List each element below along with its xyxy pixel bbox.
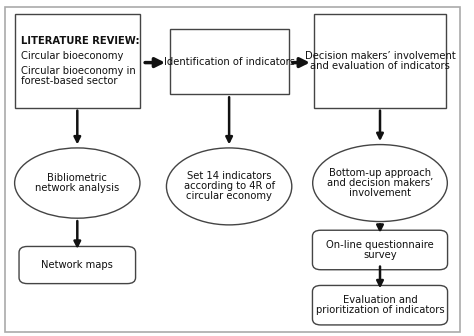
Text: Decision makers’ involvement: Decision makers’ involvement (305, 51, 456, 61)
Text: Circular bioeconomy: Circular bioeconomy (21, 51, 123, 61)
Text: circular economy: circular economy (186, 192, 272, 202)
Text: Bottom-up approach: Bottom-up approach (329, 168, 431, 178)
Text: and decision makers’: and decision makers’ (327, 178, 433, 188)
FancyBboxPatch shape (15, 14, 140, 108)
FancyBboxPatch shape (312, 230, 447, 270)
Text: Identification of indicators: Identification of indicators (164, 57, 295, 67)
Text: Bibliometric: Bibliometric (47, 173, 107, 183)
FancyBboxPatch shape (314, 14, 447, 108)
Text: involvement: involvement (349, 188, 411, 198)
Ellipse shape (15, 148, 140, 218)
Text: forest-based sector: forest-based sector (21, 76, 117, 86)
Ellipse shape (166, 148, 292, 225)
Text: network analysis: network analysis (35, 183, 119, 193)
Text: survey: survey (363, 250, 397, 260)
FancyBboxPatch shape (312, 286, 447, 325)
Text: and evaluation of indicators: and evaluation of indicators (310, 61, 450, 71)
Text: LITERATURE REVIEW:: LITERATURE REVIEW: (21, 36, 139, 46)
FancyBboxPatch shape (170, 29, 289, 94)
Ellipse shape (313, 144, 447, 221)
Text: Evaluation and: Evaluation and (343, 295, 418, 305)
FancyBboxPatch shape (19, 247, 136, 284)
Text: Set 14 indicators: Set 14 indicators (187, 171, 272, 181)
Text: according to 4R of: according to 4R of (183, 181, 274, 192)
Text: prioritization of indicators: prioritization of indicators (316, 305, 444, 315)
Text: Network maps: Network maps (41, 260, 113, 270)
Text: Circular bioeconomy in: Circular bioeconomy in (21, 66, 136, 76)
Text: On-line questionnaire: On-line questionnaire (326, 240, 434, 250)
